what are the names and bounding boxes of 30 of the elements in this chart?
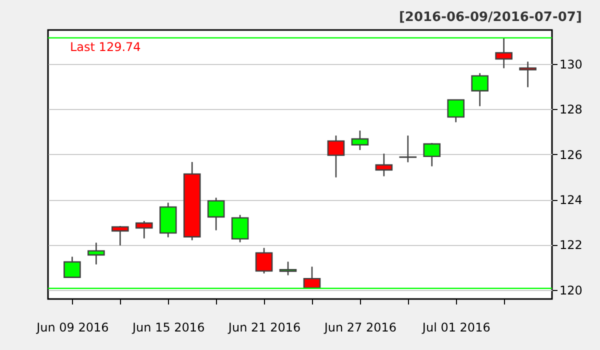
candlestick [447,99,465,123]
candlestick [88,242,105,266]
candlestick [375,153,393,177]
x-tick-label: Jun 15 2016 [132,320,205,334]
x-tick-label: Jul 01 2016 [421,320,490,334]
candlestick [519,60,536,88]
candlestick [64,256,81,279]
x-tick-label: Jun 21 2016 [227,320,301,334]
candlestick [207,197,225,231]
candlestick [231,214,249,243]
candlestick [471,72,489,107]
y-tick-label: 128 [560,102,582,117]
x-tick-label: Jun 27 2016 [323,320,397,334]
candlestick [495,37,512,69]
x-tick-label: Jun 09 2016 [36,320,109,334]
candlestick [399,134,417,163]
y-tick-label: 130 [560,57,582,72]
candlestick [351,130,369,151]
chart-title: [2016-06-09/2016-07-07] [398,10,582,25]
y-tick-label: 126 [560,148,582,162]
annotation: Last 129.74 [70,40,141,54]
candlestick [327,134,345,178]
candlestick [135,220,153,240]
candlestick [423,142,441,167]
y-tick-label: 120 [560,283,582,298]
y-tick-label: 122 [560,238,582,252]
candlestick [255,247,273,274]
y-tick-label: 124 [560,193,582,208]
candlestick [279,261,297,276]
candlestick [111,225,129,246]
